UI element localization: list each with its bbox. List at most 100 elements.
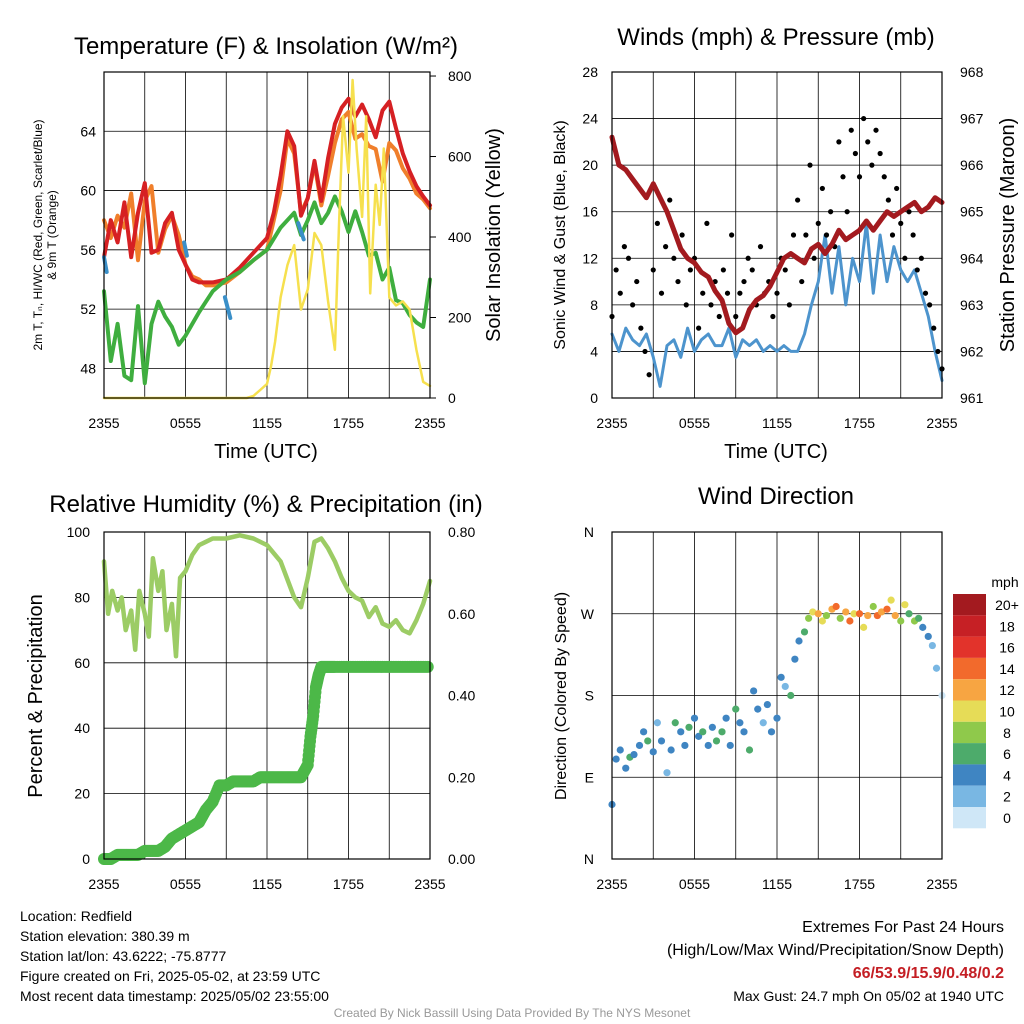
wind-gust-point: [745, 255, 751, 261]
temp-series-blue: [182, 240, 189, 258]
wind-gust-point: [865, 139, 871, 145]
temp-frame: [103, 71, 431, 399]
precip-point: [421, 660, 434, 673]
dir-point: [763, 700, 771, 709]
colorbar-swatch: [953, 764, 986, 786]
wind-y2-tick-label: 967: [960, 111, 984, 127]
extremes-title: Extremes For Past 24 Hours: [802, 919, 1004, 936]
rh-x-tick-label: 2355: [88, 876, 119, 892]
station-info-block: Location: Redfield Station elevation: 38…: [20, 906, 329, 1006]
temp-y-tick-label: 56: [80, 242, 96, 258]
wind-gust-point: [823, 232, 830, 238]
rh-panel-title: Relative Humidity (%) & Precipitation (i…: [49, 491, 482, 518]
dir-point: [732, 705, 740, 713]
rh-x-tick-label: 1755: [333, 876, 364, 892]
wind-gust-point: [848, 127, 854, 133]
wind-gust-point: [716, 313, 722, 320]
dir-point: [640, 728, 648, 736]
dir-point: [750, 687, 758, 695]
wind-x-tick-label: 2355: [596, 415, 627, 431]
dir-point: [805, 614, 813, 622]
wind-gust-point: [844, 209, 850, 215]
dir-point: [887, 596, 895, 604]
wind-y2-tick-label: 963: [960, 297, 984, 313]
wind-gust-point: [704, 220, 710, 226]
wind-x-axis-label: Time (UTC): [724, 441, 828, 463]
elevation-text: Station elevation: 380.39 m: [20, 928, 190, 944]
temp-series-orange: [102, 110, 432, 288]
dir-point: [704, 741, 712, 750]
dir-point: [850, 610, 858, 618]
rh-y-tick-label: 0: [82, 851, 90, 867]
dir-y-tick-label: N: [584, 524, 594, 540]
colorbar-label: 6: [1003, 746, 1011, 762]
temp-y-tick-label: 48: [80, 360, 96, 376]
dir-point: [616, 746, 624, 754]
wind-gust-point: [898, 220, 904, 226]
colorbar-label: 20+: [995, 597, 1019, 613]
extremes-values: 66/53.9/15.9/0.48/0.2: [852, 965, 1004, 982]
rh-y-tick-label: 80: [74, 589, 90, 605]
wind-gust-point: [914, 267, 920, 273]
dir-point: [657, 737, 666, 745]
dir-point: [818, 617, 826, 625]
dir-point: [877, 608, 886, 616]
dir-point: [754, 705, 762, 713]
dir-point: [745, 746, 754, 754]
wind-panel-title: Winds (mph) & Pressure (mb): [617, 24, 934, 51]
wind-y-tick-label: 8: [590, 297, 598, 313]
wind-gust-point: [741, 278, 747, 285]
temp-y2-axis-label: Solar Insolation (Yellow): [483, 128, 505, 342]
dir-x-tick-label: 2355: [596, 876, 627, 892]
wind-gust-point: [803, 232, 809, 238]
wind-y-tick-label: 0: [590, 390, 598, 406]
dir-point: [846, 617, 854, 625]
wind-y2-axis-label: Station Pressure (Maroon): [997, 118, 1019, 353]
dir-y-axis-label: Direction (Colored By Speed): [553, 592, 570, 800]
colorbar-swatch: [953, 743, 986, 765]
dir-point: [663, 769, 671, 777]
dir-point: [681, 741, 689, 750]
dir-point: [759, 719, 767, 727]
wind-gust-point: [646, 372, 652, 378]
rh-y2-tick-label: 0.20: [448, 769, 475, 785]
wind-gust-point: [634, 278, 640, 285]
wind-gust-point: [790, 232, 797, 238]
wind-gust-point: [774, 290, 780, 296]
wind-gust-point: [927, 302, 933, 308]
dir-point: [864, 611, 872, 620]
colorbar-swatch: [953, 657, 986, 680]
dir-x-tick-label: 0555: [679, 876, 710, 892]
wind-gust-point: [683, 302, 689, 308]
dir-point: [836, 614, 844, 622]
temp-y-axis-label-line1: 2m T, Tₙ, HI/WC (Red, Green, Scarlet/Blu…: [31, 119, 45, 350]
wind-gust-point: [621, 244, 627, 250]
dir-panel: 2355 0555 1155 1755 2355NESWN20+181614121086…: [581, 524, 1019, 892]
dir-point: [612, 755, 620, 763]
temp-x-tick-label: 2355: [88, 415, 119, 431]
wind-gust-point: [663, 244, 669, 250]
wind-gust-point: [650, 267, 656, 273]
wind-y-axis-label: Sonic Wind & Gust (Blue, Black): [552, 120, 569, 349]
wind-gust-point: [889, 232, 896, 238]
temp-series-green: [102, 194, 432, 386]
rh-frame: [103, 531, 431, 860]
dir-point: [685, 723, 693, 731]
dir-point: [667, 746, 675, 754]
dir-point: [644, 737, 652, 745]
wind-gust-point: [700, 290, 706, 296]
rh-panel: 2355 0555 1155 1755 2355 0 20 40 60 80 100 0.00 0.20…: [67, 524, 476, 892]
wind-pressure-line: [609, 134, 945, 336]
dir-point: [635, 741, 644, 750]
dir-point: [649, 748, 657, 756]
wind-gust-point: [935, 348, 941, 355]
temp-x-tick-label: 1755: [333, 415, 364, 431]
rh-x-tick-label: 2355: [414, 876, 445, 892]
wind-gust-point: [708, 302, 714, 308]
temp-x-tick-label: 1155: [252, 415, 282, 431]
wind-gust-point: [877, 150, 883, 157]
colorbar-label: 10: [999, 704, 1015, 720]
wind-y-tick-label: 20: [582, 157, 598, 173]
dir-point: [718, 728, 726, 736]
wind-y-tick-label: 24: [582, 111, 598, 127]
